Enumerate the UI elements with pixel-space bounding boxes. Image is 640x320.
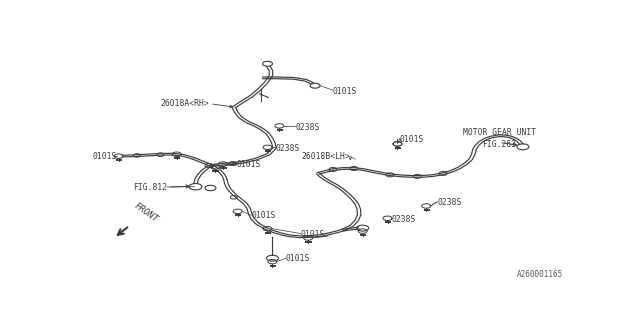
- Text: 0238S: 0238S: [276, 144, 300, 153]
- Text: A260001165: A260001165: [517, 270, 564, 279]
- Text: MOTOR GEAR UNIT: MOTOR GEAR UNIT: [463, 128, 536, 137]
- Text: 0101S: 0101S: [251, 211, 275, 220]
- Text: 0238S: 0238S: [437, 198, 461, 207]
- Text: 26018B<LH>: 26018B<LH>: [301, 152, 350, 161]
- Text: FIG.263: FIG.263: [482, 140, 516, 149]
- Text: FRONT: FRONT: [132, 201, 159, 224]
- Text: 0101S: 0101S: [301, 230, 325, 239]
- Text: FIG.812: FIG.812: [132, 183, 167, 192]
- Text: 0238S: 0238S: [296, 123, 320, 132]
- Text: 0101S: 0101S: [93, 152, 117, 161]
- Text: 26018A<RH>: 26018A<RH>: [160, 99, 209, 108]
- Text: 0101S: 0101S: [236, 160, 260, 169]
- Text: 0101S: 0101S: [286, 254, 310, 263]
- Text: 0101S: 0101S: [333, 87, 357, 96]
- Text: 0238S: 0238S: [392, 215, 416, 224]
- Text: 0101S: 0101S: [400, 135, 424, 144]
